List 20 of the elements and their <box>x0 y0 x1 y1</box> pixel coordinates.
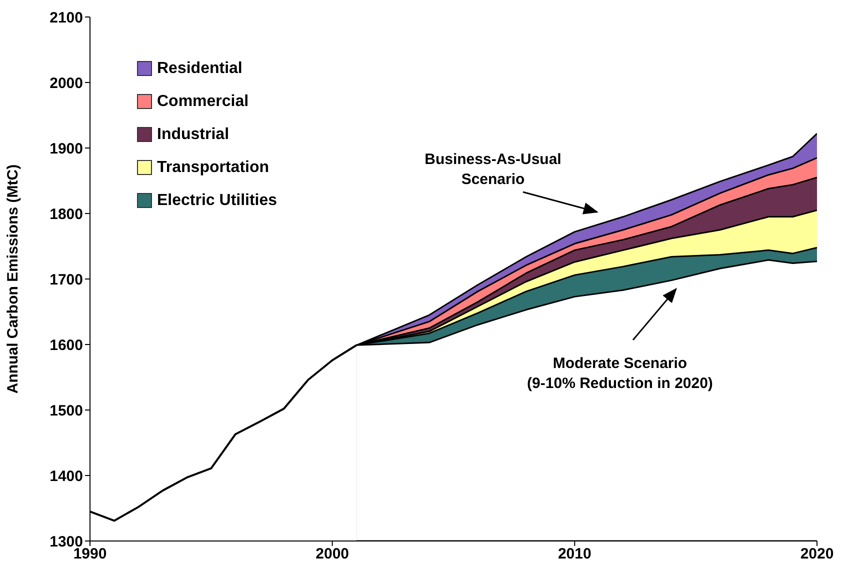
y-tick-label: 1800 <box>50 206 83 223</box>
x-tick-label: 2010 <box>558 546 592 563</box>
y-tick-label: 1500 <box>50 402 83 420</box>
legend-label: Electric Utilities <box>157 192 278 210</box>
legend-label: Residential <box>157 60 242 78</box>
x-tick-label: 2020 <box>800 546 834 563</box>
y-tick-label: 1600 <box>50 336 83 354</box>
annotation: Moderate Scenario (9-10% Reduction in 2020) <box>527 355 713 392</box>
y-tick-label: 1900 <box>50 140 83 158</box>
x-tick-label: 2000 <box>316 546 350 563</box>
y-tick-label: 1400 <box>50 468 83 485</box>
annotation: Business-As-Usual Scenario <box>424 151 562 188</box>
legend-label: Commercial <box>157 92 249 110</box>
legend-label: Transportation <box>157 158 270 176</box>
x-tick-label: 1990 <box>73 546 107 563</box>
y-axis-title: Annual Carbon Emissions (MtC) <box>4 164 22 394</box>
legend-label: Industrial <box>157 126 230 144</box>
y-tick-label: 1700 <box>50 271 83 288</box>
y-tick-label: 2100 <box>50 9 83 26</box>
y-tick-label: 2000 <box>50 74 83 92</box>
